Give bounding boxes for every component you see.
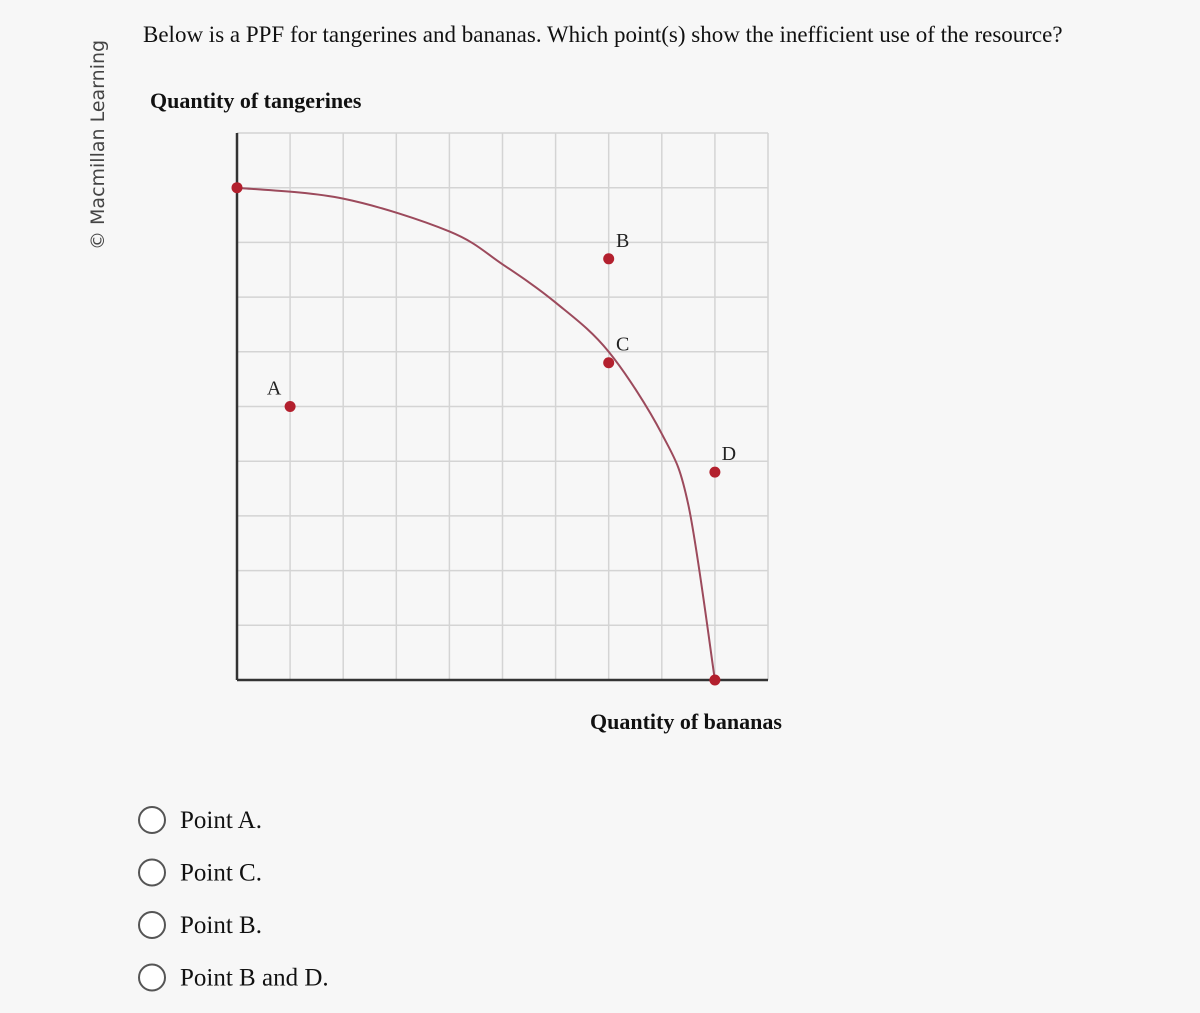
- radio-option[interactable]: Point C.: [138, 858, 262, 887]
- endpoint-dot: [709, 674, 721, 686]
- x-axis-label: Quantity of bananas: [590, 709, 782, 734]
- option-label[interactable]: Point B.: [180, 912, 262, 939]
- point-dot: [603, 357, 615, 369]
- option-label[interactable]: Point B and D.: [180, 965, 329, 992]
- point-dot: [603, 253, 615, 265]
- y-axis-label: Quantity of tangerines: [150, 88, 362, 113]
- point-label: B: [616, 230, 629, 252]
- radio-button[interactable]: [138, 858, 166, 887]
- radio-button[interactable]: [138, 806, 166, 834]
- point-dot: [709, 466, 721, 478]
- option-label[interactable]: Point A.: [180, 807, 262, 834]
- point-label: D: [722, 443, 736, 465]
- radio-option[interactable]: Point B.: [138, 911, 262, 939]
- question: Below is a PPF for tangerines and banana…: [143, 22, 1063, 47]
- radio-button[interactable]: [138, 911, 166, 939]
- endpoint-dot: [231, 182, 243, 194]
- point-label: A: [267, 378, 282, 400]
- point-label: C: [616, 334, 629, 356]
- radio-button[interactable]: [138, 963, 166, 992]
- options: Point A. Point C. Point B. Point B and D.: [138, 806, 329, 992]
- point-dot: [284, 401, 296, 412]
- credit: © Macmillan Learning: [87, 40, 109, 250]
- radio-option[interactable]: Point B and D.: [138, 963, 329, 992]
- radio-option[interactable]: Point A.: [138, 806, 262, 834]
- ppf-curve: [236, 186, 716, 681]
- chart: A B C D: [231, 132, 769, 686]
- option-label[interactable]: Point C.: [180, 860, 262, 887]
